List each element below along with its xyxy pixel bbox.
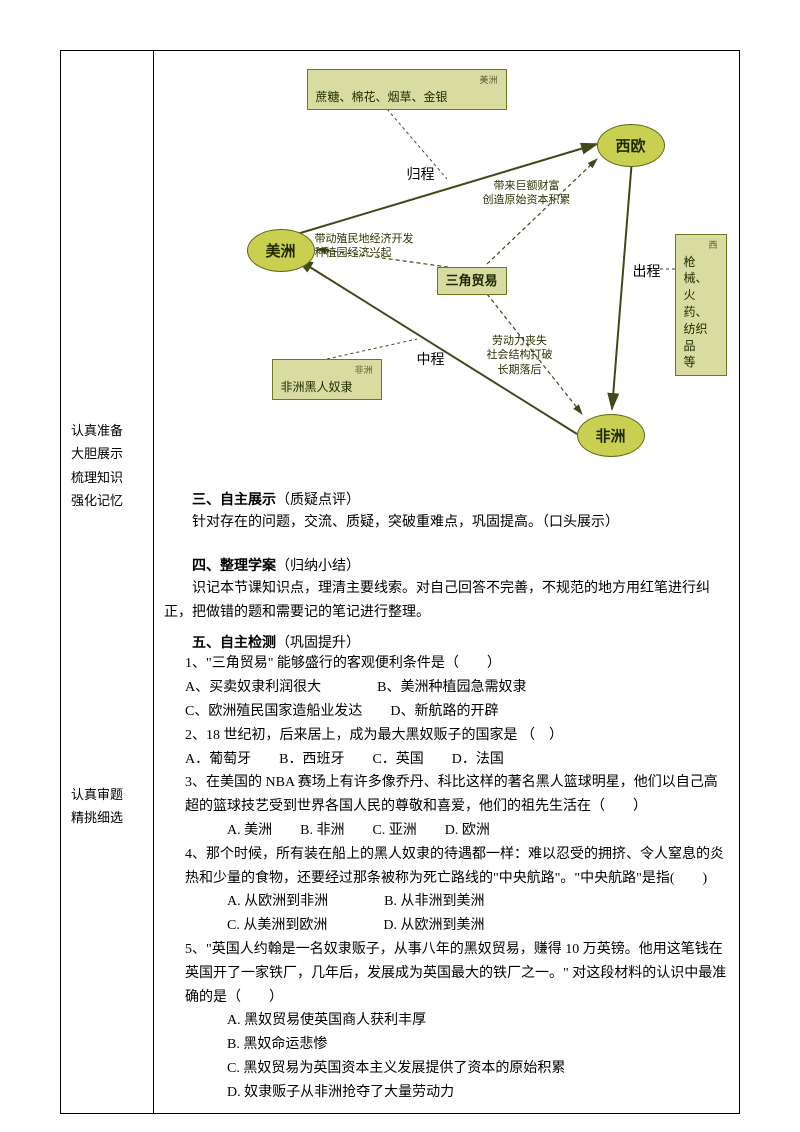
annot-line: 劳动力丧失 [492,335,547,347]
node-americas: 美洲 [247,229,315,272]
question-4: 4、那个时候，所有装在船上的黑人奴隶的待遇都一样：难以忍受的拥挤、令人窒息的炎热… [185,843,729,938]
edge-return: 归程 [407,164,435,184]
annot-labor: 劳动力丧失 社会结构打破 长期落后 [487,334,553,377]
sidebar-line: 精挑细选 [71,806,143,829]
q-option: D. 奴隶贩子从非洲抢夺了大量劳动力 [227,1081,729,1105]
q-options: A. 从欧洲到非洲 B. 从非洲到美洲 [227,890,729,914]
annot-line: 带动殖民地经济开发 [315,233,414,245]
page: 认真准备 大胆展示 梳理知识 强化记忆 认真审题 精挑细选 [0,0,800,1132]
q-stem: 2、18 世纪初，后来居上，成为最大黑奴贩子的国家是 （ ） [185,724,729,748]
annot-colony: 带动殖民地经济开发 种植园经济兴起 [315,232,414,261]
edge-outward: 出程 [633,261,661,281]
edge-middle: 中程 [417,349,445,369]
sidebar-block-2: 认真审题 精挑细选 [71,783,143,830]
layout-table: 认真准备 大胆展示 梳理知识 强化记忆 认真审题 精挑细选 [60,50,740,1114]
section-sub: （质疑点评） [276,493,360,508]
box-text: 等 [684,355,696,369]
sidebar-line: 强化记忆 [71,489,143,512]
triangle-trade-diagram: 美洲 西欧 非洲 三角贸易 归程 出程 中程 [167,59,727,479]
section-4-title: 四、整理学案（归纳小结） [164,555,729,575]
section-3-title: 三、自主展示（质疑点评） [164,489,729,509]
goods-box: 美洲 蔗糖、棉花、烟草、金银 [307,69,507,110]
section-title-text: 四、整理学案 [192,559,276,574]
q-option: C. 黑奴贸易为英国资本主义发展提供了资本的原始积累 [227,1057,729,1081]
annot-wealth: 带来巨额财富 创造原始资本积累 [483,179,571,208]
section-3-body: 针对存在的问题，交流、质疑，突破重难点，巩固提高。（口头展示） [164,511,729,535]
question-5: 5、"英国人约翰是一名奴隶贩子，从事八年的黑奴贸易，赚得 10 万英镑。他用这笔… [185,938,729,1105]
box-mini: 西 [684,239,718,252]
node-europe: 西欧 [597,124,665,167]
section-5-title: 五、自主检测（巩固提升） [164,632,729,652]
q-options: A、买卖奴隶利润很大 B、美洲种植园急需奴隶 [185,676,729,700]
section-sub: （巩固提升） [276,636,360,651]
question-2: 2、18 世纪初，后来居上，成为最大黑奴贩子的国家是 （ ） A．葡萄牙 B．西… [185,724,729,772]
sidebar-line: 梳理知识 [71,466,143,489]
center-label: 三角贸易 [446,273,498,288]
q-option: A. 黑奴贸易使英国商人获利丰厚 [227,1009,729,1033]
weapons-box: 西 枪械、 火药、 纺织品 等 [675,234,727,376]
box-text: 纺织品 [684,322,708,353]
node-label: 西欧 [616,139,646,155]
annot-line: 创造原始资本积累 [483,194,571,206]
box-text: 非洲黑人奴隶 [281,380,353,394]
q-options: A. 美洲 B. 非洲 C. 亚洲 D. 欧洲 [227,819,729,843]
node-label: 美洲 [266,244,296,260]
q-stem: 3、在美国的 NBA 赛场上有许多像乔丹、科比这样的著名黑人篮球明星，他们以自己… [185,771,729,819]
q-options: A．葡萄牙 B．西班牙 C．英国 D．法国 [185,748,729,772]
box-text: 枪械、 [684,255,708,286]
node-label: 非洲 [596,429,626,445]
question-3: 3、在美国的 NBA 赛场上有许多像乔丹、科比这样的著名黑人篮球明星，他们以自己… [185,771,729,842]
annot-line: 种植园经济兴起 [315,247,392,259]
annot-line: 带来巨额财富 [494,180,560,192]
node-africa: 非洲 [577,414,645,457]
annot-line: 社会结构打破 [487,349,553,361]
question-1: 1、"三角贸易" 能够盛行的客观便利条件是（ ） A、买卖奴隶利润很大 B、美洲… [185,652,729,723]
sidebar: 认真准备 大胆展示 梳理知识 强化记忆 认真审题 精挑细选 [61,51,154,1114]
q-options: C、欧洲殖民国家造船业发达 D、新航路的开辟 [185,700,729,724]
q-stem: 4、那个时候，所有装在船上的黑人奴隶的待遇都一样：难以忍受的拥挤、令人窒息的炎热… [185,843,729,891]
box-mini: 美洲 [316,74,498,87]
sidebar-line: 认真审题 [71,783,143,806]
section-4-body: 识记本节课知识点，理清主要线索。对自己回答不完善，不规范的地方用红笔进行纠正，把… [164,577,729,625]
slaves-box: 非洲 非洲黑人奴隶 [272,359,382,400]
box-mini: 非洲 [281,364,373,377]
q-option: B. 黑奴命运悲惨 [227,1033,729,1057]
q-options: C. 从美洲到欧洲 D. 从欧洲到美洲 [227,914,729,938]
sidebar-line: 大胆展示 [71,442,143,465]
sidebar-block-1: 认真准备 大胆展示 梳理知识 强化记忆 [71,419,143,513]
box-text: 火药、 [684,288,708,319]
section-title-text: 三、自主展示 [192,493,276,508]
center-box: 三角贸易 [437,267,507,295]
annot-line: 长期落后 [498,364,542,376]
content-cell: 美洲 西欧 非洲 三角贸易 归程 出程 中程 [154,51,740,1114]
q-stem: 5、"英国人约翰是一名奴隶贩子，从事八年的黑奴贸易，赚得 10 万英镑。他用这笔… [185,938,729,1009]
sidebar-line: 认真准备 [71,419,143,442]
box-text: 蔗糖、棉花、烟草、金银 [316,90,448,104]
q-stem: 1、"三角贸易" 能够盛行的客观便利条件是（ ） [185,652,729,676]
section-title-text: 五、自主检测 [192,636,276,651]
section-sub: （归纳小结） [276,559,360,574]
